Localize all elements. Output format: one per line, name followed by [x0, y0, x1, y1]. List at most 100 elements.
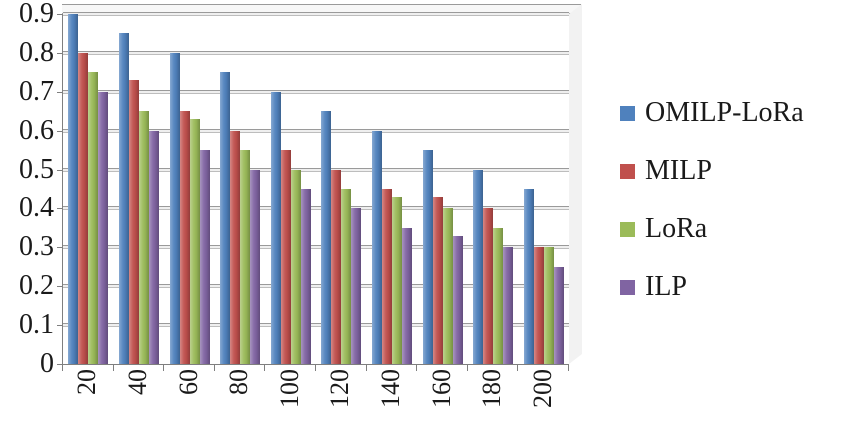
bar-ilp-100: [300, 189, 311, 364]
gridline: [63, 12, 569, 16]
bar-ilp-140: [401, 227, 412, 364]
x-axis-tick: [163, 365, 165, 371]
bar-ilp-160: [452, 235, 463, 364]
y-axis-tick-label: 0.9: [19, 0, 54, 29]
plot-3d-sidewall: [569, 4, 582, 364]
gridline: [63, 284, 569, 289]
bar-ilp-80: [250, 169, 261, 364]
x-axis-tick: [62, 365, 63, 371]
bar-omilp-lora-40: [118, 33, 129, 364]
x-axis-tick-label: 80: [224, 369, 254, 395]
bar-ilp-20: [98, 91, 109, 364]
bar-milp-120: [331, 169, 342, 364]
legend-label: OMILP-LoRa: [645, 97, 804, 128]
y-axis-tick: [57, 247, 62, 249]
x-axis-tick: [365, 365, 367, 371]
bar-omilp-lora-20: [68, 14, 79, 364]
bar-milp-200: [533, 247, 544, 364]
gridline: [63, 89, 569, 94]
x-axis-tick-label: 160: [426, 369, 456, 408]
bar-milp-100: [280, 150, 291, 364]
x-axis-tick-label: 20: [72, 369, 102, 395]
bar-lora-80: [240, 150, 251, 364]
y-axis-tick: [57, 130, 62, 132]
legend-label: LoRa: [645, 213, 708, 244]
gridline: [63, 323, 569, 328]
y-axis-tick: [57, 169, 62, 171]
bar-omilp-lora-200: [523, 189, 534, 364]
x-axis-tick: [568, 365, 569, 371]
y-axis-tick-label: 0: [40, 348, 54, 379]
x-axis-tick: [112, 365, 114, 371]
bar-omilp-lora-140: [371, 130, 382, 364]
legend-label: MILP: [645, 155, 712, 186]
bar-omilp-lora-180: [473, 169, 484, 364]
legend-swatch: [620, 105, 635, 121]
bar-milp-60: [179, 111, 190, 364]
bar-lora-160: [442, 208, 453, 364]
bar-omilp-lora-80: [220, 72, 231, 364]
x-axis-tick: [315, 365, 316, 371]
legend-swatch: [620, 163, 635, 179]
y-axis-tick: [57, 91, 62, 93]
bar-milp-20: [78, 52, 89, 364]
x-axis-tick-label: 180: [477, 369, 507, 408]
x-axis-tick-label: 120: [325, 369, 355, 408]
bar-lora-140: [391, 196, 402, 364]
bar-lora-60: [189, 119, 200, 364]
y-axis-tick: [57, 208, 62, 210]
legend: OMILP-LoRa MILP LoRa ILP: [620, 97, 804, 329]
plot-area: [62, 12, 569, 365]
y-axis-tick: [57, 52, 62, 54]
y-axis-tick: [57, 364, 62, 365]
legend-item: LoRa: [620, 213, 804, 245]
legend-swatch: [620, 279, 635, 295]
bar-lora-100: [290, 169, 301, 364]
y-axis-tick-label: 0.2: [19, 270, 54, 302]
bar-omilp-lora-60: [169, 52, 180, 364]
x-axis-tick-label: 100: [274, 369, 304, 408]
legend-item: ILP: [620, 271, 804, 303]
bar-ilp-40: [148, 130, 159, 364]
x-axis-tick: [517, 365, 519, 371]
bar-omilp-lora-120: [321, 111, 332, 364]
x-axis-tick-label: 140: [375, 369, 405, 408]
legend-item: OMILP-LoRa: [620, 97, 804, 129]
bar-milp-80: [230, 130, 241, 364]
x-axis-tick: [416, 365, 418, 371]
y-axis-tick-label: 0.5: [19, 153, 54, 185]
y-axis-tick-label: 0.8: [19, 36, 54, 68]
bar-lora-40: [138, 111, 149, 364]
bar-milp-140: [381, 189, 392, 364]
gridline: [63, 245, 569, 250]
x-axis-tick: [213, 365, 215, 371]
bar-ilp-180: [503, 247, 514, 364]
y-axis-tick-label: 0.1: [19, 309, 54, 341]
gridline: [63, 128, 569, 133]
bar-lora-180: [493, 227, 504, 364]
legend-label: ILP: [645, 271, 687, 302]
x-axis-tick: [264, 365, 266, 371]
bar-milp-160: [432, 196, 443, 364]
y-axis-tick-label: 0.3: [19, 231, 54, 263]
bar-ilp-60: [199, 150, 210, 364]
y-axis-tick: [57, 14, 62, 15]
y-axis-tick-label: 0.6: [19, 114, 54, 146]
legend-swatch: [620, 221, 635, 237]
x-axis-tick-label: 40: [122, 369, 152, 395]
bar-lora-120: [341, 189, 352, 364]
bar-milp-40: [128, 80, 139, 364]
legend-item: MILP: [620, 155, 804, 187]
x-axis-tick-label: 200: [527, 369, 557, 408]
gridline: [63, 167, 569, 172]
gridline: [63, 206, 569, 211]
bar-omilp-lora-160: [422, 150, 433, 364]
bar-lora-200: [543, 247, 554, 364]
bar-ilp-200: [553, 266, 564, 364]
bar-ilp-120: [351, 208, 362, 364]
y-axis-tick-label: 0.4: [19, 192, 54, 224]
gridline: [63, 50, 569, 55]
bar-omilp-lora-100: [270, 91, 281, 364]
bar-milp-180: [483, 208, 494, 364]
